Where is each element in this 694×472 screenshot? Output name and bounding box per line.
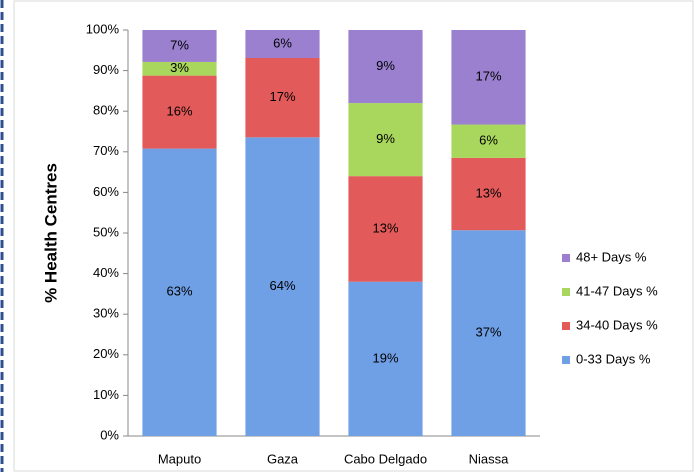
y-tick-label: 10% (93, 387, 119, 402)
legend-swatch (562, 288, 570, 296)
data-label: 19% (372, 350, 398, 365)
y-tick-label: 50% (93, 224, 119, 239)
y-tick-label: 60% (93, 184, 119, 199)
y-tick-label: 70% (93, 143, 119, 158)
data-label: 3% (170, 60, 189, 75)
bar-segment (142, 61, 217, 76)
y-tick-label: 80% (93, 103, 119, 118)
bar-segment (348, 281, 423, 436)
data-label: 17% (269, 89, 295, 104)
y-tick-label: 100% (86, 21, 120, 36)
bar-segment (451, 230, 526, 436)
bar-segment (348, 176, 423, 282)
data-label: 13% (372, 220, 398, 235)
y-tick-label: 40% (93, 265, 119, 280)
bar-segment (348, 30, 423, 104)
y-tick-label: 0% (100, 427, 119, 442)
data-label: 7% (170, 37, 189, 52)
legend-label: 0-33 Days % (576, 351, 651, 366)
legend-swatch (562, 322, 570, 330)
data-label: 13% (475, 186, 501, 201)
y-tick-label: 30% (93, 306, 119, 321)
x-tick-label: Gaza (267, 451, 299, 466)
y-axis-title: % Health Centres (41, 163, 60, 303)
bar-segment (348, 103, 423, 177)
bar-segment (142, 148, 217, 436)
data-label: 6% (273, 35, 292, 50)
bar-segment (245, 30, 320, 58)
data-label: 37% (475, 325, 501, 340)
x-tick-label: Niassa (469, 451, 510, 466)
legend-swatch (562, 254, 570, 262)
data-label: 63% (166, 284, 192, 299)
legend-swatch (562, 356, 570, 364)
data-label: 9% (376, 131, 395, 146)
x-tick-label: Maputo (158, 451, 201, 466)
data-label: 6% (479, 133, 498, 148)
legend-label: 48+ Days % (576, 249, 647, 264)
bar-segment (451, 30, 526, 125)
bar-segment (451, 124, 526, 158)
y-tick-label: 20% (93, 346, 119, 361)
bar-segment (142, 30, 217, 62)
y-tick-label: 90% (93, 62, 119, 77)
data-label: 16% (166, 104, 192, 119)
bar-segment (245, 137, 320, 437)
legend-label: 34-40 Days % (576, 317, 658, 332)
x-tick-label: Cabo Delgado (344, 451, 427, 466)
data-label: 64% (269, 278, 295, 293)
legend-label: 41-47 Days % (576, 283, 658, 298)
bar-segment (245, 58, 320, 138)
bar-segment (451, 157, 526, 231)
bar-segment (142, 75, 217, 149)
data-label: 9% (376, 58, 395, 73)
data-label: 17% (475, 69, 501, 84)
